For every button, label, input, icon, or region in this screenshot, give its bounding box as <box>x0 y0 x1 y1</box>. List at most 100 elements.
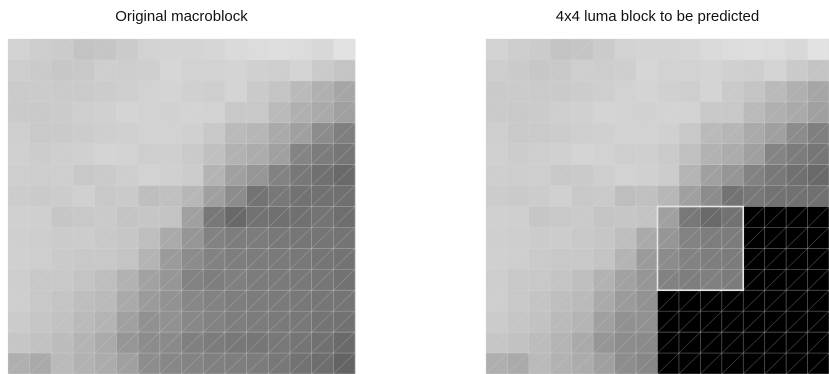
orig-pixel <box>246 353 269 374</box>
pred-pixel-diagonal <box>528 185 551 207</box>
orig-pixel-diagonal <box>72 122 95 144</box>
pred-pixel-diagonal <box>550 290 572 312</box>
pred-pixel <box>764 206 787 228</box>
orig-pixel <box>333 311 356 333</box>
pred-pixel-diagonal <box>592 290 615 312</box>
orig-pixel <box>333 122 356 144</box>
pred-pixel <box>528 206 551 228</box>
orig-pixel-diagonal <box>72 143 95 165</box>
orig-pixel-diagonal <box>29 352 52 374</box>
pred-pixel-diagonal <box>764 290 787 312</box>
orig-pixel <box>94 143 117 165</box>
orig-pixel-diagonal <box>268 269 291 291</box>
pred-pixel-diagonal <box>678 80 701 103</box>
orig-pixel-diagonal <box>51 143 74 165</box>
pred-pixel <box>743 39 765 61</box>
orig-pixel <box>8 185 30 207</box>
orig-pixel-diagonal <box>137 269 161 291</box>
orig-pixel-diagonal <box>268 227 291 249</box>
orig-pixel <box>29 353 52 374</box>
orig-pixel <box>203 248 226 270</box>
pred-pixel-diagonal <box>743 331 765 354</box>
pred-pixel-diagonal <box>657 122 680 144</box>
pred-pixel <box>614 227 637 249</box>
pred-pixel <box>786 227 808 249</box>
orig-pixel <box>138 80 161 103</box>
orig-pixel <box>268 59 291 82</box>
orig-pixel <box>181 122 204 144</box>
pred-pixel <box>528 311 551 333</box>
orig-pixel-diagonal <box>311 143 334 165</box>
pred-pixel-diagonal <box>485 290 508 312</box>
pred-pixel <box>743 248 765 270</box>
pred-pixel-diagonal <box>614 352 637 374</box>
orig-pixel <box>311 143 334 165</box>
pred-pixel-diagonal <box>721 331 744 354</box>
pred-pixel-diagonal <box>614 227 637 249</box>
pred-pixel-diagonal <box>743 101 765 123</box>
pred-pixel <box>700 80 723 103</box>
pred-pixel-diagonal <box>635 248 658 270</box>
pred-pixel-diagonal <box>657 248 680 270</box>
orig-pixel <box>311 59 334 82</box>
pred-pixel <box>786 206 808 228</box>
orig-pixel-diagonal <box>7 310 30 333</box>
orig-pixel <box>224 353 247 374</box>
orig-pixel-diagonal <box>289 59 312 82</box>
orig-pixel <box>51 143 74 165</box>
pred-pixel-diagonal <box>785 122 808 144</box>
orig-pixel <box>333 80 356 103</box>
pred-pixel-diagonal <box>614 269 637 291</box>
orig-pixel-diagonal <box>311 164 334 186</box>
orig-pixel <box>29 164 52 186</box>
orig-pixel <box>311 290 334 312</box>
pred-pixel <box>807 185 829 207</box>
orig-pixel <box>51 164 74 186</box>
pred-pixel-diagonal <box>485 310 508 333</box>
pred-pixel <box>507 185 530 207</box>
orig-pixel-diagonal <box>181 59 204 82</box>
pred-pixel <box>721 143 744 165</box>
orig-pixel <box>94 185 117 207</box>
orig-pixel <box>138 101 161 124</box>
orig-pixel <box>224 185 247 207</box>
orig-pixel-diagonal <box>137 122 161 144</box>
orig-pixel <box>8 206 30 228</box>
orig-pixel-diagonal <box>7 352 30 374</box>
pred-pixel-diagonal <box>571 310 594 333</box>
pred-pixel-diagonal <box>785 331 808 354</box>
pred-pixel-diagonal <box>743 227 765 249</box>
pred-pixel <box>571 59 594 82</box>
orig-pixel <box>94 122 117 144</box>
pred-pixel-diagonal <box>700 59 723 82</box>
orig-pixel-diagonal <box>94 352 117 374</box>
pred-pixel <box>507 122 530 144</box>
orig-pixel-diagonal <box>29 101 52 123</box>
orig-pixel <box>268 39 291 61</box>
pred-pixel <box>807 122 829 144</box>
orig-pixel <box>268 143 291 165</box>
pred-pixel <box>614 290 637 312</box>
pred-pixel <box>700 206 723 228</box>
orig-pixel <box>224 332 247 354</box>
pred-pixel-diagonal <box>743 59 765 82</box>
orig-pixel-diagonal <box>246 143 269 165</box>
orig-pixel <box>268 185 291 207</box>
orig-pixel-diagonal <box>116 206 139 228</box>
pred-pixel <box>786 185 808 207</box>
orig-pixel <box>159 39 182 61</box>
orig-pixel-diagonal <box>246 290 269 312</box>
pred-pixel-diagonal <box>485 80 508 103</box>
orig-pixel <box>268 122 291 144</box>
pred-pixel <box>571 227 594 249</box>
pred-pixel-diagonal <box>785 248 808 270</box>
orig-pixel <box>138 353 161 374</box>
pred-pixel-diagonal <box>678 269 701 291</box>
orig-pixel-diagonal <box>137 101 161 123</box>
pred-pixel-diagonal <box>528 310 551 333</box>
orig-pixel <box>138 227 161 249</box>
orig-pixel <box>289 227 312 249</box>
orig-pixel-diagonal <box>94 122 117 144</box>
orig-pixel <box>311 101 334 124</box>
orig-pixel-diagonal <box>289 352 312 374</box>
